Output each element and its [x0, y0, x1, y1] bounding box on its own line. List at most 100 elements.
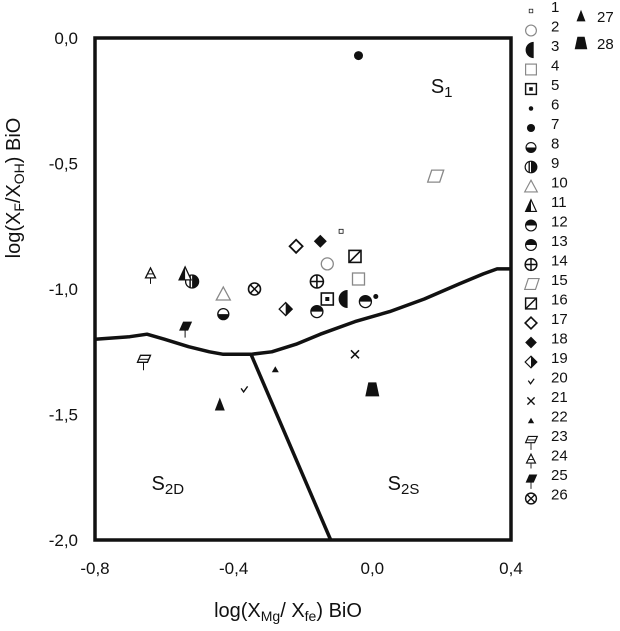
legend-marker-27: [576, 9, 586, 22]
legend-label-6: 6: [551, 97, 559, 114]
data-point-1: [338, 228, 344, 234]
legend-marker-22: [527, 417, 535, 424]
boundary-divide-line: [249, 353, 333, 541]
y-tick-labels: 0,0 -0,5 -1,0 -1,5 -2,0: [49, 29, 78, 550]
data-points: [136, 51, 445, 411]
data-point-17: [288, 238, 304, 255]
legend-marker-13: [525, 239, 537, 251]
legend-label-24: 24: [551, 448, 568, 465]
legend-label-21: 21: [551, 389, 568, 406]
legend-marker-24: [525, 452, 537, 469]
data-point-2: [320, 257, 334, 271]
field-label-S2D: S2D: [152, 473, 185, 498]
legend-label-9: 9: [551, 155, 559, 172]
x-tick-labels: -0,8 -0,4 0,0 0,4: [80, 559, 522, 578]
y-tick-label: 0,0: [54, 29, 78, 48]
legend-marker-1: [528, 8, 534, 14]
legend-label-1: 1: [551, 0, 559, 16]
data-point-12: [310, 304, 324, 319]
legend-label-23: 23: [551, 428, 568, 445]
legend-marker-16: [524, 297, 538, 310]
legend-marker-28: [574, 36, 588, 50]
legend-marker-12: [525, 219, 537, 232]
field-boundaries: [94, 267, 511, 541]
legend-label-17: 17: [551, 311, 568, 328]
legend-marker-19: [524, 355, 538, 369]
legend-marker-2: [525, 24, 537, 37]
data-point-4: [351, 272, 366, 286]
field-labels: S1 S2D S2S: [152, 76, 453, 498]
legend-marker-18: [525, 336, 537, 349]
x-tick-label: 0,4: [499, 559, 523, 578]
boundary-upper-curve: [94, 267, 511, 357]
data-point-24: [144, 266, 157, 284]
field-label-S1: S1: [431, 76, 453, 101]
data-point-22: [271, 366, 279, 373]
x-tick-label: -0,8: [80, 559, 109, 578]
legend-marker-10: [523, 178, 539, 193]
data-point-20: [240, 385, 249, 394]
legend-label-28: 28: [597, 36, 614, 53]
legend-marker-15: [523, 278, 540, 290]
x-tick-label: 0,0: [361, 559, 385, 578]
legend-label-25: 25: [551, 467, 568, 484]
legend-label-20: 20: [551, 370, 568, 387]
legend-marker-8: [525, 141, 537, 154]
data-point-5: [320, 292, 335, 306]
legend-label-26: 26: [551, 487, 568, 504]
data-point-26: [247, 282, 262, 296]
plot-frame: [93, 36, 513, 542]
data-point-11: [178, 265, 193, 281]
legend-marker-25: [525, 474, 538, 489]
legend-marker-7: [526, 123, 536, 133]
legend-label-18: 18: [551, 331, 568, 348]
x-tick-label: -0,4: [219, 559, 248, 578]
data-point-16: [348, 249, 362, 264]
legend-marker-26: [524, 492, 538, 505]
legend-marker-14: [524, 257, 538, 272]
legend-marker-23: [524, 435, 539, 450]
data-point-21: [350, 349, 360, 359]
y-tick-label: -1,0: [49, 280, 78, 299]
legend-marker-6: [528, 106, 534, 111]
y-tick-label: -0,5: [49, 155, 78, 174]
legend-label-7: 7: [551, 116, 559, 133]
legend: 1234567891011121314151617181920212223242…: [523, 0, 614, 505]
data-point-23: [136, 354, 152, 371]
legend-label-19: 19: [551, 350, 568, 367]
data-point-15: [426, 169, 445, 183]
legend-label-16: 16: [551, 292, 568, 309]
legend-marker-11: [524, 198, 538, 212]
legend-label-10: 10: [551, 175, 568, 192]
y-axis-label: log(XF/XOH) BiO: [3, 118, 27, 259]
data-point-14: [309, 274, 325, 289]
legend-label-14: 14: [551, 253, 568, 270]
x-axis-label: log(XMg/ Xfe) BiO: [214, 600, 362, 624]
legend-marker-17: [524, 316, 538, 330]
data-point-25: [179, 321, 193, 338]
y-tick-label: -1,5: [49, 406, 78, 425]
legend-marker-4: [525, 63, 537, 76]
y-tick-label: -2,0: [49, 531, 78, 550]
data-point-6: [373, 294, 379, 299]
legend-label-8: 8: [551, 136, 559, 153]
data-point-7: [354, 51, 363, 61]
data-point-13: [358, 294, 373, 309]
legend-label-11: 11: [551, 194, 567, 211]
legend-label-3: 3: [551, 38, 559, 55]
field-label-S2S: S2S: [388, 473, 420, 498]
legend-marker-5: [524, 82, 538, 96]
legend-marker-3: [525, 41, 534, 59]
legend-marker-21: [526, 396, 536, 406]
legend-label-27: 27: [597, 9, 614, 26]
data-point-18: [313, 234, 327, 248]
data-point-8: [217, 307, 230, 321]
legend-label-15: 15: [551, 272, 568, 289]
legend-label-13: 13: [551, 233, 568, 250]
legend-label-4: 4: [551, 58, 559, 75]
legend-label-2: 2: [551, 19, 559, 36]
data-point-19: [278, 301, 294, 317]
legend-label-5: 5: [551, 77, 559, 94]
data-point-27: [214, 397, 225, 411]
